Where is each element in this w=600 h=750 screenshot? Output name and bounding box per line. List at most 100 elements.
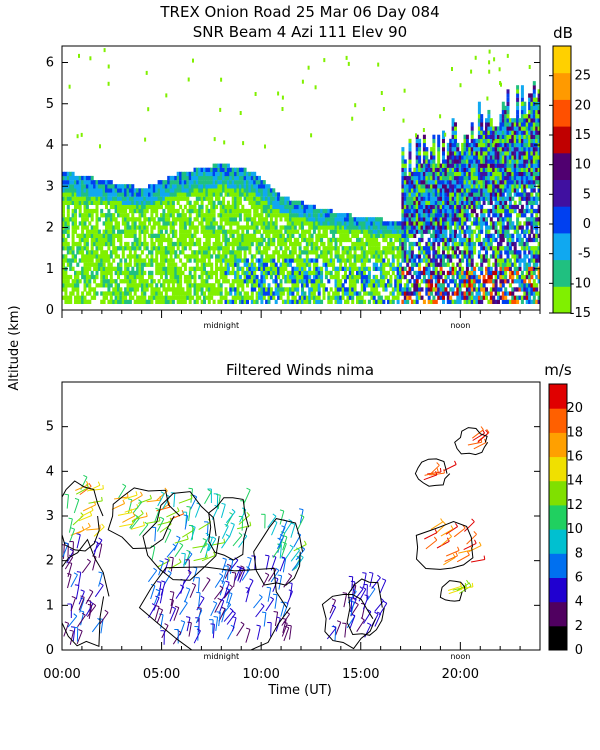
snr-cell xyxy=(437,213,441,218)
snr-cell xyxy=(379,233,383,238)
snr-cell xyxy=(516,151,520,156)
snr-cell xyxy=(191,266,195,271)
snr-cell xyxy=(174,270,178,276)
snr-cell xyxy=(117,295,120,300)
snr-cell xyxy=(138,213,142,218)
snr-cell xyxy=(516,89,520,94)
snr-cell xyxy=(248,180,252,185)
snr-cell xyxy=(427,196,431,201)
snr-cell xyxy=(258,287,261,292)
snr-cell xyxy=(179,192,183,197)
snr-cell xyxy=(191,295,195,300)
snr-cell xyxy=(473,163,477,168)
snr-cell xyxy=(236,291,240,296)
snr-cell xyxy=(501,283,505,288)
snr-cell xyxy=(415,192,419,197)
snr-cell xyxy=(305,250,309,255)
snr-cell xyxy=(269,221,273,226)
snr-cell xyxy=(315,262,319,267)
snr-cell xyxy=(95,204,99,210)
snr-cell xyxy=(150,208,154,214)
snr-cell xyxy=(150,262,154,267)
snr-cell xyxy=(449,196,453,201)
snr-cell xyxy=(317,217,321,222)
snr-cell xyxy=(193,192,197,197)
snr-cell xyxy=(410,241,414,247)
snr-cell xyxy=(305,279,309,284)
snr-cell xyxy=(446,225,450,230)
snr-cell xyxy=(439,213,443,218)
snr-cell xyxy=(81,192,85,197)
snr-cell xyxy=(212,180,216,185)
snr-cell xyxy=(516,147,520,152)
snr-cell xyxy=(69,283,73,288)
snr-cell xyxy=(121,250,125,255)
snr-cell xyxy=(198,180,202,185)
snr-cell xyxy=(119,246,123,251)
snr-cell xyxy=(200,291,204,296)
snr-cell xyxy=(265,274,269,280)
snr-cell xyxy=(518,196,522,201)
snr-cell xyxy=(420,204,424,210)
snr-cell xyxy=(279,196,283,201)
snr-cell xyxy=(212,283,216,288)
snr-cell xyxy=(422,175,426,181)
snr-cell xyxy=(523,287,527,292)
snr-cell xyxy=(487,229,491,234)
snr-cell xyxy=(76,299,80,304)
snr-cell xyxy=(167,188,171,193)
snr-cell xyxy=(403,250,407,255)
snr-cell xyxy=(308,241,312,247)
snr-cell xyxy=(298,241,302,247)
snr-cell xyxy=(341,266,345,271)
snr-cell xyxy=(167,192,171,197)
snr-cell xyxy=(90,270,94,276)
snr-cell xyxy=(176,217,180,222)
snr-cell xyxy=(399,229,402,234)
snr-cell xyxy=(198,237,202,243)
snr-cell xyxy=(107,213,111,218)
snr-cell xyxy=(456,188,460,193)
snr-cell xyxy=(454,283,457,288)
snr-cell xyxy=(430,270,434,276)
snr-cell xyxy=(183,291,187,296)
snr-cell xyxy=(195,229,199,234)
snr-cell xyxy=(174,295,178,300)
snr-cell xyxy=(344,237,347,243)
snr-cell xyxy=(363,291,367,296)
snr-cell xyxy=(83,184,87,189)
snr-cell xyxy=(253,299,257,304)
snr-cell xyxy=(418,167,422,172)
snr-cell xyxy=(222,274,226,280)
snr-cell xyxy=(78,233,82,238)
snr-cell xyxy=(217,233,221,238)
snr-cell xyxy=(238,200,242,205)
snr-cell xyxy=(193,171,197,177)
snr-cell xyxy=(265,262,269,267)
snr-cell xyxy=(415,274,419,280)
snr-cell xyxy=(434,221,438,226)
snr-cell xyxy=(415,163,419,168)
snr-cell xyxy=(143,262,147,267)
snr-cell xyxy=(124,266,128,271)
snr-cell xyxy=(511,171,515,177)
snr-cell xyxy=(504,225,508,230)
snr-cell xyxy=(191,274,195,280)
snr-cell xyxy=(494,155,498,160)
snr-cell xyxy=(473,217,477,222)
snr-cell xyxy=(487,266,491,271)
snr-cell xyxy=(231,250,235,255)
snr-cell xyxy=(114,200,118,205)
snr-cell xyxy=(317,279,321,284)
snr-cell xyxy=(210,196,214,201)
snr-cell xyxy=(90,262,94,267)
snr-cell xyxy=(114,246,118,251)
snr-cell xyxy=(504,258,508,263)
snr-cell xyxy=(334,254,338,259)
snr-cell xyxy=(62,237,65,243)
snr-cell xyxy=(394,279,398,284)
snr-cell xyxy=(238,171,242,177)
snr-cell xyxy=(408,171,412,177)
snr-cell xyxy=(284,287,288,292)
snr-cell xyxy=(367,291,371,296)
